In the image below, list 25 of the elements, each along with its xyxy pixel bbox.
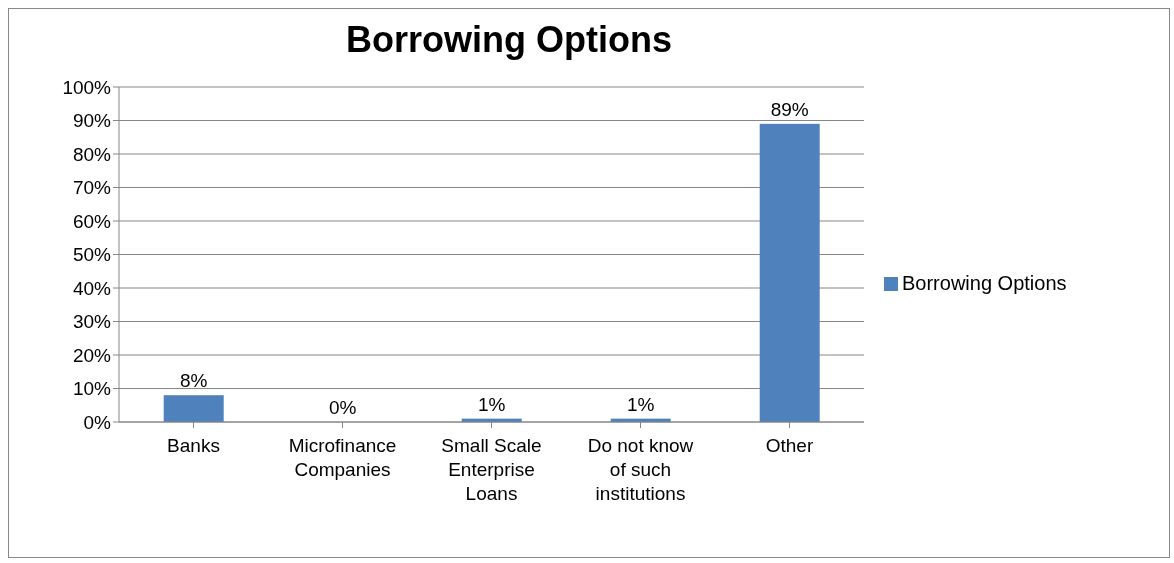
y-tick-label: 100% <box>62 76 112 98</box>
y-tick-label: 90% <box>72 110 112 132</box>
data-label: 1% <box>477 393 506 415</box>
bar <box>759 123 820 422</box>
data-label: 8% <box>179 370 208 392</box>
data-label: 1% <box>626 393 655 415</box>
x-tick-label: Banks <box>167 435 220 456</box>
y-tick-label: 10% <box>72 378 112 400</box>
y-tick-label: 70% <box>72 177 112 199</box>
data-label: 89% <box>770 98 809 120</box>
y-tick-label: 60% <box>72 210 112 232</box>
y-tick-label: 20% <box>72 344 112 366</box>
y-tick-label: 50% <box>72 244 112 266</box>
y-tick-label: 30% <box>72 311 112 333</box>
y-tick-label: 40% <box>72 277 112 299</box>
chart-title: Borrowing Options <box>345 19 673 61</box>
legend-label: Borrowing Options <box>902 271 1067 294</box>
x-tick-label: Microfinance Companies <box>288 435 397 480</box>
x-tick-label: Other <box>765 435 814 456</box>
y-tick-label: 0% <box>83 411 112 433</box>
bar <box>163 395 224 422</box>
x-tick-label: Small Scale Enterprise Loans <box>441 435 542 504</box>
data-label: 0% <box>328 397 357 418</box>
y-tick-label: 80% <box>72 143 112 165</box>
x-tick-label: Do not know of such institutions <box>587 435 694 504</box>
